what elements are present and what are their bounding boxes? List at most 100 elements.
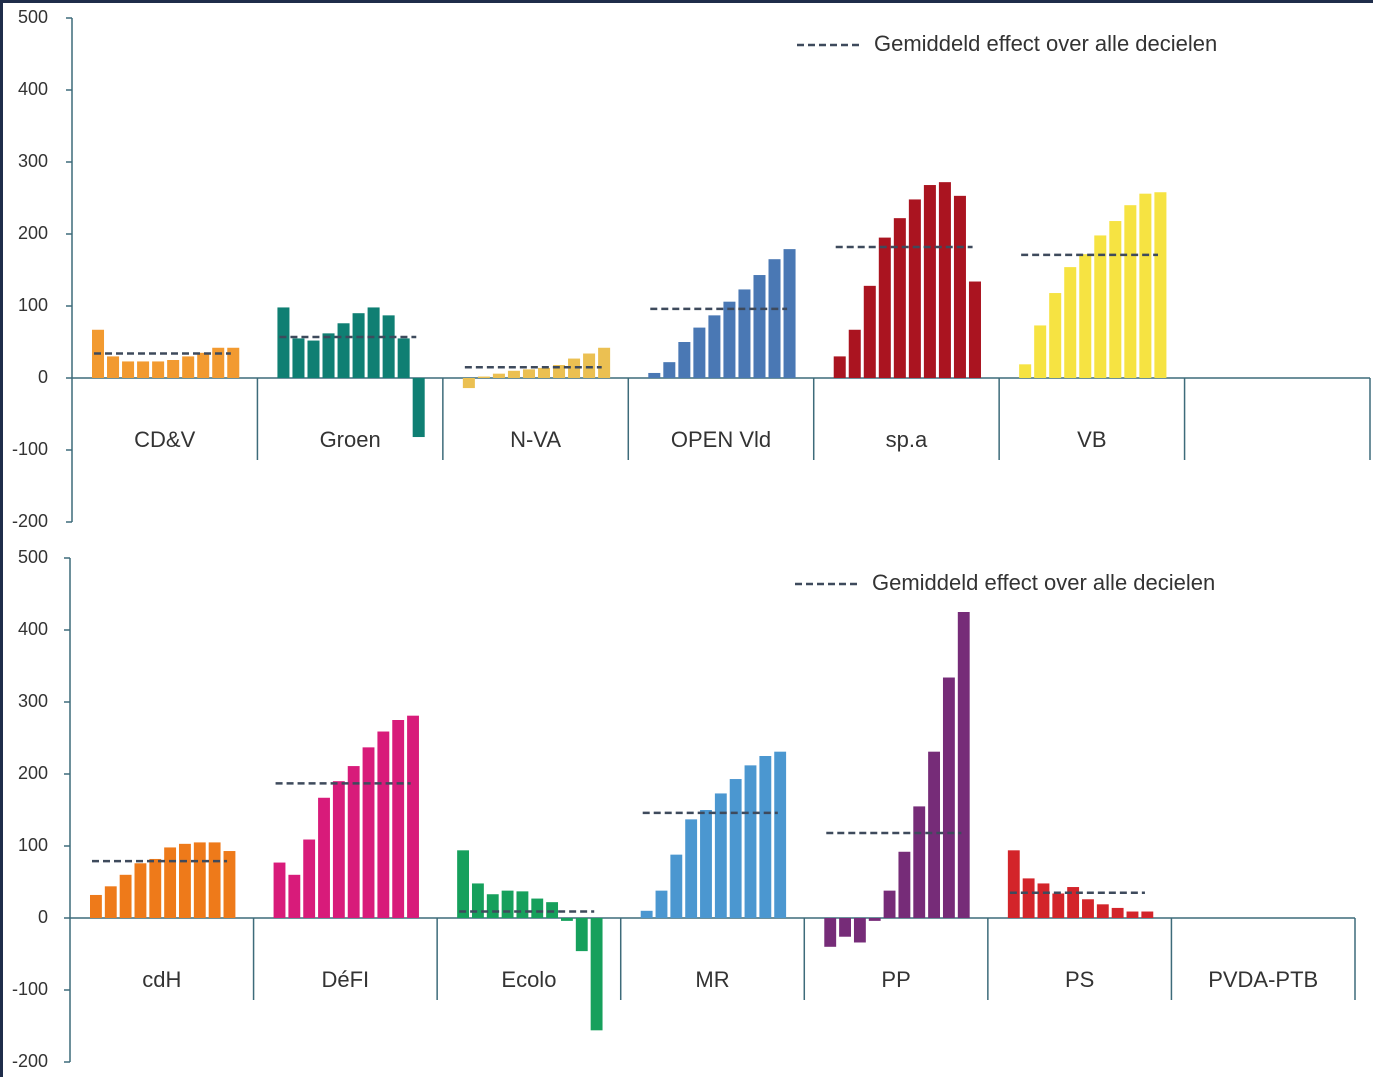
category-label: VB: [1077, 427, 1106, 452]
bar: [318, 797, 330, 918]
bar: [477, 376, 490, 378]
bar: [833, 356, 846, 378]
bar: [1094, 235, 1107, 378]
bar: [1052, 893, 1065, 918]
bar: [507, 370, 520, 378]
bar: [774, 751, 787, 918]
bar: [501, 890, 514, 918]
y-tick-label: 200: [18, 223, 48, 243]
bar: [928, 751, 941, 918]
bar: [1111, 907, 1124, 918]
bar: [1096, 904, 1109, 918]
y-tick-label: 200: [18, 763, 48, 783]
y-tick-label: 400: [18, 619, 48, 639]
bar: [783, 249, 796, 378]
bar: [337, 323, 350, 378]
bar: [744, 765, 757, 918]
bar: [942, 677, 955, 918]
bar: [457, 850, 470, 918]
bar: [492, 373, 505, 378]
category-label: DéFI: [322, 967, 370, 992]
bar: [560, 918, 573, 921]
bar: [392, 720, 405, 918]
bar: [307, 340, 320, 378]
category-label: cdH: [142, 967, 181, 992]
bar: [759, 756, 772, 918]
bar: [167, 360, 180, 378]
bar: [1064, 267, 1077, 378]
bar: [208, 842, 221, 918]
bar: [377, 731, 390, 918]
bar: [700, 810, 712, 918]
bar: [923, 185, 936, 378]
bar: [968, 281, 981, 378]
bar: [332, 781, 345, 918]
y-tick-label: 100: [18, 835, 48, 855]
bar: [898, 851, 911, 918]
bar: [193, 842, 206, 918]
bar: [90, 894, 102, 918]
bar: [197, 352, 210, 378]
legend-label: Gemiddeld effect over alle decielen: [872, 570, 1215, 595]
bar: [273, 862, 286, 918]
bar: [367, 307, 380, 378]
category-label: PP: [881, 967, 910, 992]
bar: [583, 353, 596, 378]
bar: [590, 918, 603, 1031]
bar: [839, 918, 851, 937]
bar: [848, 329, 861, 378]
bar: [753, 275, 766, 378]
bar: [1022, 878, 1035, 918]
y-tick-label: 300: [18, 691, 48, 711]
category-label: N-VA: [510, 427, 561, 452]
bar: [134, 863, 147, 918]
bar: [471, 883, 484, 918]
category-label: PS: [1065, 967, 1094, 992]
category-label: sp.a: [886, 427, 928, 452]
bar: [883, 890, 896, 918]
y-tick-label: 0: [38, 907, 48, 927]
bar: [575, 918, 588, 952]
bar: [119, 874, 132, 918]
bar: [397, 338, 410, 378]
bar: [708, 315, 721, 378]
bar: [223, 851, 236, 918]
bar: [938, 182, 951, 378]
bar: [546, 902, 559, 918]
bar: [303, 839, 316, 918]
bar: [179, 843, 191, 918]
y-tick-label: 300: [18, 151, 48, 171]
category-label: OPEN Vld: [671, 427, 771, 452]
bar: [729, 779, 742, 918]
bar: [878, 237, 891, 378]
bar: [768, 259, 781, 378]
y-tick-label: -100: [12, 439, 48, 459]
bar: [893, 218, 906, 378]
y-tick-label: -200: [12, 511, 48, 531]
legend-label: Gemiddeld effect over alle decielen: [874, 31, 1217, 56]
bar: [655, 890, 668, 918]
bar: [122, 361, 135, 378]
category-label: MR: [695, 967, 729, 992]
bar: [1034, 325, 1047, 378]
bar: [1154, 192, 1167, 378]
bar: [412, 378, 425, 438]
bar: [347, 766, 360, 918]
bar: [1139, 193, 1152, 378]
category-label: CD&V: [134, 427, 195, 452]
bar: [648, 372, 661, 378]
bar: [693, 327, 706, 378]
bar: [1049, 293, 1062, 378]
bar: [714, 793, 727, 918]
bar: [908, 199, 921, 378]
bar: [670, 854, 683, 918]
category-label: Ecolo: [501, 967, 556, 992]
bar: [531, 898, 544, 918]
y-tick-label: 500: [18, 547, 48, 567]
bar: [1124, 205, 1137, 378]
bar: [149, 858, 162, 918]
bar: [685, 819, 698, 918]
bar: [1067, 887, 1080, 918]
